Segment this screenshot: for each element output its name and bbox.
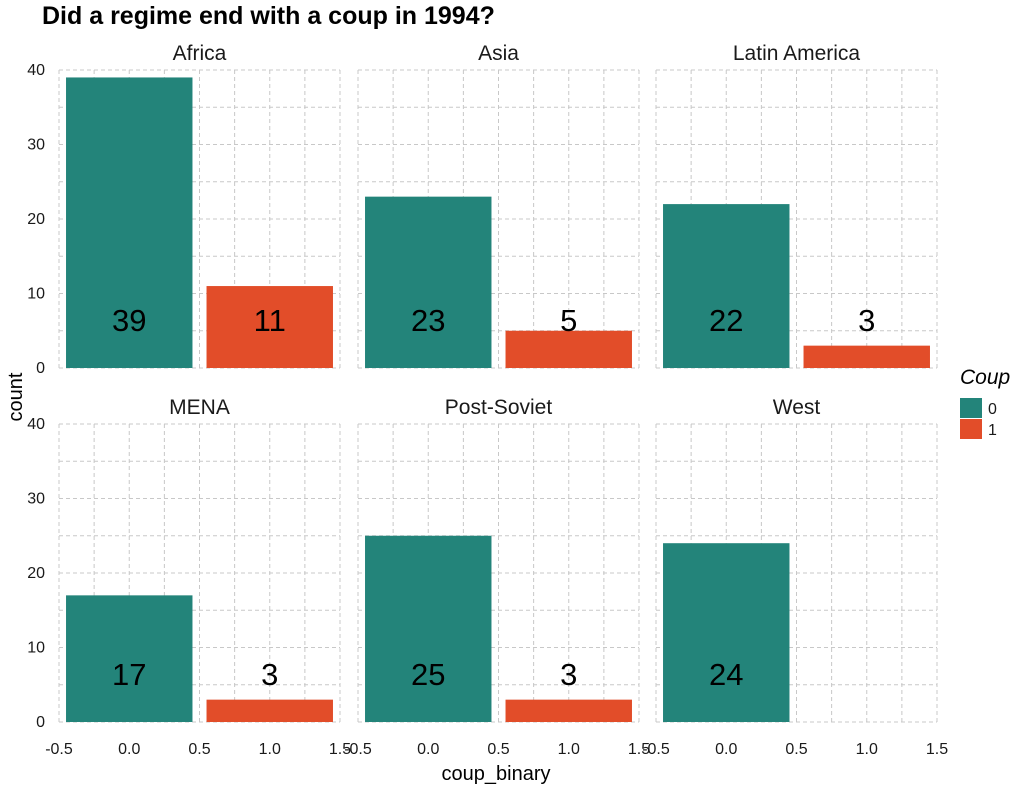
facet-panel-west: West 24 -0.5 0.0 0.5 1.0 1.5 <box>642 396 948 758</box>
facet-panel-latin-america: Latin America 22 3 <box>655 42 938 369</box>
facet-strip-label: MENA <box>169 396 230 419</box>
bar-coup-1 <box>206 699 333 722</box>
facet-strip-label: West <box>773 396 821 419</box>
x-tick-label: 0.5 <box>188 741 210 758</box>
chart-title: Did a regime end with a coup in 1994? <box>42 2 495 30</box>
bar-value-label: 23 <box>411 303 445 338</box>
y-tick-label: 30 <box>27 137 45 154</box>
x-tick-label: 1.0 <box>558 741 580 758</box>
x-tick-label: 1.5 <box>926 741 948 758</box>
x-axis-title: coup_binary <box>442 763 551 785</box>
facet-panel-post-soviet: Post-Soviet 25 3 -0.5 0.0 0.5 1.0 1.5 <box>344 396 650 758</box>
y-tick-label: 20 <box>27 211 45 228</box>
x-tick-label: -0.5 <box>642 741 670 758</box>
x-tick-label: 1.0 <box>259 741 281 758</box>
bar-value-label: 5 <box>560 303 577 338</box>
x-tick-label: 0.5 <box>487 741 509 758</box>
legend-label-1: 1 <box>988 422 997 439</box>
legend: Coup 0 1 <box>960 366 1010 439</box>
facet-panel-asia: Asia 23 5 <box>357 42 640 369</box>
y-tick-label: 10 <box>27 286 45 303</box>
legend-key-0 <box>960 398 982 418</box>
x-tick-label: 1.5 <box>329 741 351 758</box>
bar-coup-0 <box>66 595 193 722</box>
bar-coup-0 <box>66 77 193 368</box>
bar-coup-0 <box>663 204 790 368</box>
facet-panel-africa: Africa 39 11 0 10 20 30 40 <box>27 42 341 377</box>
facet-strip-label: Latin America <box>733 42 861 65</box>
bar-coup-1 <box>803 345 930 368</box>
bar-value-label: 25 <box>411 657 445 692</box>
bar-coup-0 <box>365 196 492 368</box>
bar-coup-1 <box>206 286 333 368</box>
x-tick-label: -0.5 <box>45 741 73 758</box>
y-tick-label: 30 <box>27 491 45 508</box>
x-tick-label: 0.0 <box>417 741 439 758</box>
panel-grid <box>58 423 341 723</box>
bar-value-label: 3 <box>858 303 875 338</box>
x-tick-label: 1.0 <box>856 741 878 758</box>
bar-value-label: 3 <box>261 657 278 692</box>
bar-coup-1 <box>505 330 632 368</box>
bar-value-label: 24 <box>709 657 743 692</box>
bar-value-label: 3 <box>560 657 577 692</box>
x-tick-label: 0.0 <box>715 741 737 758</box>
y-tick-label: 40 <box>27 416 45 433</box>
y-tick-label: 40 <box>27 62 45 79</box>
y-tick-label: 0 <box>36 360 45 377</box>
facet-strip-label: Asia <box>478 42 519 65</box>
x-tick-label: -0.5 <box>344 741 372 758</box>
bar-value-label: 22 <box>709 303 743 338</box>
bar-coup-1 <box>505 699 632 722</box>
x-tick-label: 1.5 <box>628 741 650 758</box>
bar-value-label: 11 <box>254 303 286 338</box>
x-tick-label: 0.0 <box>118 741 140 758</box>
bar-value-label: 17 <box>112 657 146 692</box>
y-tick-label: 0 <box>36 714 45 731</box>
bar-value-label: 39 <box>112 303 146 338</box>
bar-coup-0 <box>663 543 790 722</box>
legend-key-1 <box>960 419 982 439</box>
legend-label-0: 0 <box>988 401 997 418</box>
y-tick-label: 20 <box>27 565 45 582</box>
legend-title: Coup <box>960 366 1010 389</box>
x-tick-label: 0.5 <box>785 741 807 758</box>
bar-coup-0 <box>365 535 492 722</box>
y-tick-label: 10 <box>27 640 45 657</box>
y-axis-title: count <box>5 372 27 421</box>
facet-strip-label: Africa <box>173 42 227 65</box>
facet-strip-label: Post-Soviet <box>445 396 553 419</box>
